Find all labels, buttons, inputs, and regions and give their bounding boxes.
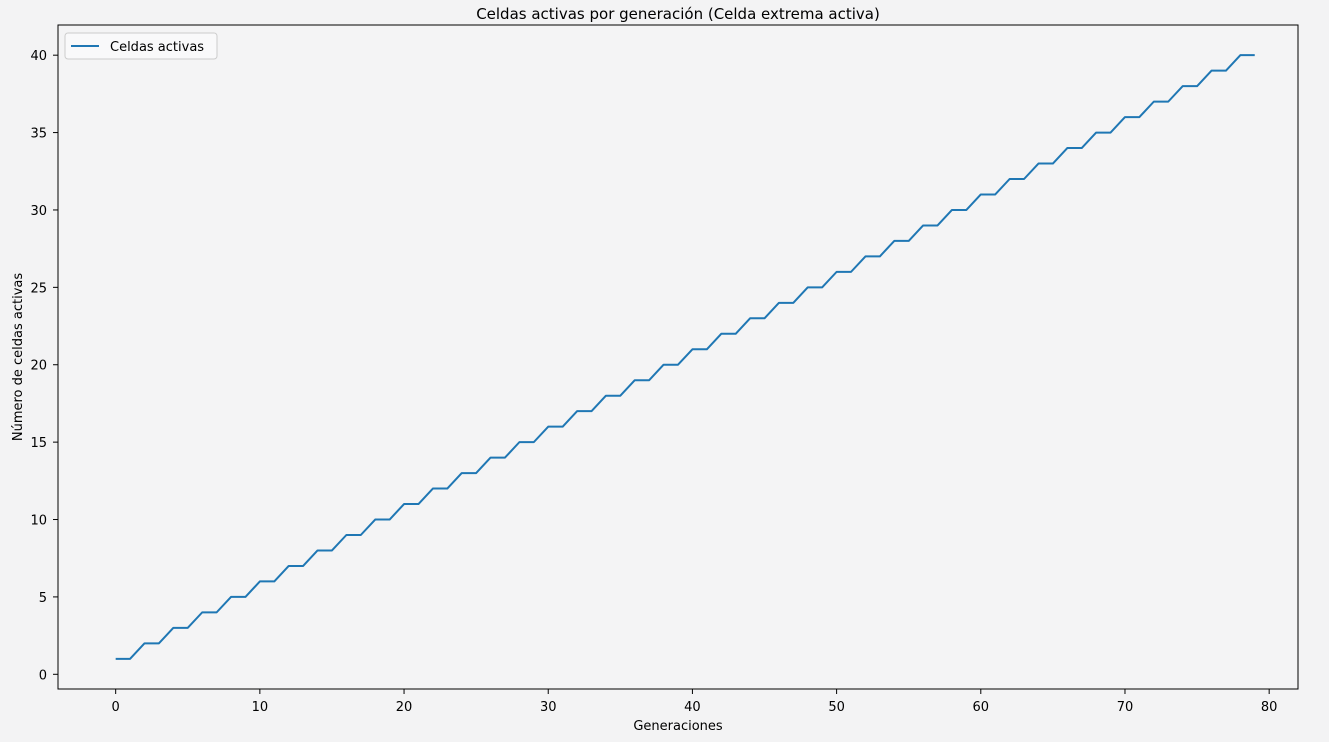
x-axis: 0 10 20 30 40 50 60 70 80 xyxy=(112,689,1278,715)
y-tick-label: 25 xyxy=(30,281,47,296)
y-tick-label: 30 xyxy=(30,204,47,219)
x-tick-label: 80 xyxy=(1261,700,1278,715)
x-tick-label: 50 xyxy=(828,700,845,715)
y-tick-label: 40 xyxy=(30,49,47,64)
plot-frame xyxy=(57,24,1299,690)
x-tick-label: 10 xyxy=(252,700,269,715)
y-tick-label: 5 xyxy=(39,591,47,606)
x-axis-label: Generaciones xyxy=(633,719,723,734)
series-group xyxy=(115,54,1255,660)
y-tick-label: 0 xyxy=(39,668,47,683)
x-tick-label: 60 xyxy=(973,700,990,715)
x-tick-label: 20 xyxy=(396,700,413,715)
y-tick-label: 35 xyxy=(30,127,47,142)
y-tick-label: 20 xyxy=(30,359,47,374)
y-axis: 0 5 10 15 20 25 30 35 40 xyxy=(30,49,58,683)
x-tick-label: 30 xyxy=(540,700,557,715)
chart-title: Celdas activas por generación (Celda ext… xyxy=(476,5,880,23)
series-line-0 xyxy=(115,54,1255,660)
plot-area xyxy=(58,25,1298,689)
y-tick-label: 15 xyxy=(30,436,47,451)
legend: Celdas activas xyxy=(64,32,218,60)
x-tick-label: 40 xyxy=(684,700,701,715)
legend-series-label: Celdas activas xyxy=(110,40,204,55)
x-tick-label: 0 xyxy=(112,700,120,715)
x-tick-label: 70 xyxy=(1117,700,1134,715)
y-tick-label: 10 xyxy=(30,514,47,529)
y-axis-label: Número de celdas activas xyxy=(11,273,26,442)
legend-box xyxy=(64,32,218,60)
